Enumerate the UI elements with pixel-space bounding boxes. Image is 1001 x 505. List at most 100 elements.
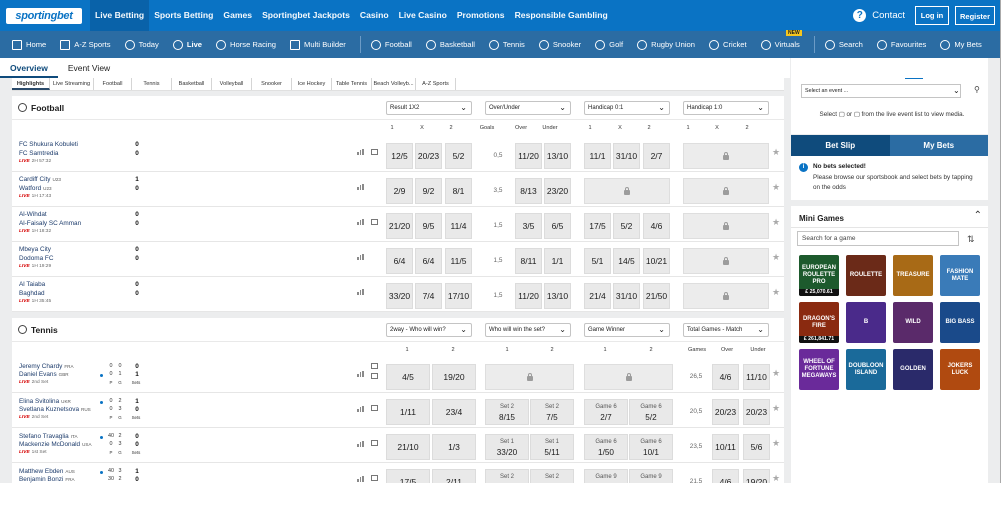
away-team[interactable]: Al-Faisaly SC Amman bbox=[19, 220, 83, 227]
pin-icon[interactable]: ⚲ bbox=[974, 85, 980, 94]
odd-button[interactable]: 4/6 bbox=[643, 213, 670, 239]
odd-button[interactable]: 21/10 bbox=[386, 434, 430, 460]
stats-icon[interactable] bbox=[357, 476, 365, 482]
odd-button[interactable]: 3/5 bbox=[515, 213, 542, 239]
tv-icon[interactable] bbox=[371, 475, 378, 481]
odd-button[interactable]: 6/5 bbox=[544, 213, 571, 239]
sport-tab[interactable]: Tennis bbox=[132, 78, 172, 90]
odd-button[interactable]: Game 6 5/2 bbox=[629, 399, 673, 425]
sport-tab[interactable]: Volleyball bbox=[212, 78, 252, 90]
game-tile[interactable]: GOLDEN bbox=[893, 349, 933, 390]
home-player[interactable]: Elina Svitolina UKR bbox=[19, 398, 71, 405]
main-nav-item[interactable]: Sportingbet Jackpots bbox=[262, 10, 350, 20]
subnav-item[interactable]: Rugby Union bbox=[637, 39, 695, 50]
sport-tab[interactable]: Basketball bbox=[172, 78, 212, 90]
odd-button[interactable]: Game 6 2/7 bbox=[584, 399, 628, 425]
odd-button[interactable]: 4/6 bbox=[712, 469, 739, 483]
game-tile[interactable]: DOUBLOON ISLAND bbox=[846, 349, 886, 390]
away-player[interactable]: Daniel Evans GBR bbox=[19, 371, 69, 378]
tv-icon[interactable] bbox=[371, 219, 378, 225]
game-tile[interactable]: DRAGON'S FIRE £ 261,841.71 bbox=[799, 302, 839, 343]
match-row[interactable]: Stefano Travaglia ITA Mackenzie McDonald US… bbox=[12, 428, 784, 463]
odd-button[interactable]: 2/7 bbox=[643, 143, 670, 169]
match-row[interactable]: Cardiff City U23 Watford U23 LIVE 1H 17:43 1 0 2… bbox=[12, 172, 784, 207]
subnav-item[interactable]: Golf bbox=[595, 39, 623, 50]
subnav-item[interactable]: Tennis bbox=[488, 39, 525, 50]
home-player[interactable]: Jeremy Chardy FRA bbox=[19, 363, 74, 370]
stats-icon[interactable] bbox=[357, 441, 365, 447]
tv-icon[interactable] bbox=[371, 440, 378, 446]
subnav-item[interactable]: Virtuals bbox=[760, 39, 800, 50]
match-row[interactable]: Jeremy Chardy FRA Daniel Evans GBR LIVE 2nd S… bbox=[12, 358, 784, 393]
game-tile[interactable]: ROULETTE bbox=[846, 255, 886, 296]
game-tile[interactable]: BIG BASS bbox=[940, 302, 980, 343]
subnav-item[interactable]: Football bbox=[370, 39, 412, 50]
main-nav-item[interactable]: Casino bbox=[359, 10, 389, 20]
home-team[interactable]: Al Taiaba bbox=[19, 281, 47, 288]
favourite-star-icon[interactable]: ★ bbox=[772, 182, 781, 192]
favourite-star-icon[interactable]: ★ bbox=[772, 287, 781, 297]
game-tile[interactable]: WILD bbox=[893, 302, 933, 343]
stats-icon[interactable] bbox=[357, 406, 365, 412]
odd-button[interactable]: 2/11 bbox=[432, 469, 476, 483]
subnav-item[interactable]: Basketball bbox=[425, 39, 475, 50]
odd-button[interactable]: 12/5 bbox=[386, 143, 413, 169]
tab-overview[interactable]: Overview bbox=[0, 58, 58, 78]
away-team[interactable]: Watford U23 bbox=[19, 185, 52, 192]
away-player[interactable]: Benjamin Bonzi FRA bbox=[19, 476, 75, 483]
odd-button[interactable]: 11/1 bbox=[584, 143, 611, 169]
odd-button[interactable]: 19/20 bbox=[743, 469, 770, 483]
away-team[interactable]: FC Samtredia bbox=[19, 150, 60, 157]
odd-button[interactable]: 8/11 bbox=[515, 248, 542, 274]
home-player[interactable]: Stefano Travaglia ITA bbox=[19, 433, 78, 440]
main-nav-item[interactable]: Sports Betting bbox=[154, 10, 214, 20]
odd-button[interactable]: 19/20 bbox=[432, 364, 476, 390]
favourite-star-icon[interactable]: ★ bbox=[772, 368, 781, 378]
tab-my-bets[interactable]: My Bets bbox=[889, 135, 988, 156]
home-team[interactable]: Cardiff City U23 bbox=[19, 176, 61, 183]
market-dropdown[interactable]: Result 1X2 ⌄ bbox=[386, 101, 472, 115]
odd-button[interactable]: Set 2 bbox=[530, 469, 574, 483]
market-dropdown[interactable]: Over/Under ⌄ bbox=[485, 101, 571, 115]
match-row[interactable]: FC Shukura Kobuleti FC Samtredia LIVE 2H 57… bbox=[12, 137, 784, 172]
favourite-star-icon[interactable]: ★ bbox=[772, 217, 781, 227]
odd-button[interactable]: 17/5 bbox=[584, 213, 611, 239]
odd-button[interactable]: 6/4 bbox=[386, 248, 413, 274]
odd-button[interactable]: Game 9 bbox=[629, 469, 673, 483]
odd-button[interactable]: 1/1 bbox=[544, 248, 571, 274]
subnav-item[interactable]: Horse Racing bbox=[216, 39, 276, 50]
odd-button[interactable]: 13/10 bbox=[544, 143, 571, 169]
away-player[interactable]: Svetlana Kuznetsova RUS bbox=[19, 406, 91, 413]
odd-button[interactable]: 20/23 bbox=[415, 143, 442, 169]
subnav-item[interactable]: Cricket bbox=[709, 39, 747, 50]
odd-button[interactable]: Game 9 bbox=[584, 469, 628, 483]
contact-link[interactable]: Contact bbox=[872, 10, 905, 21]
odd-button[interactable]: 13/10 bbox=[544, 283, 571, 309]
register-button[interactable]: Register bbox=[955, 6, 995, 25]
odd-button[interactable]: Game 6 1/50 bbox=[584, 434, 628, 460]
odd-button[interactable]: 31/10 bbox=[613, 283, 640, 309]
odd-button[interactable]: 33/20 bbox=[386, 283, 413, 309]
odd-button[interactable]: 11/20 bbox=[515, 283, 542, 309]
game-tile[interactable]: WHEEL OF FORTUNE MEGAWAYS bbox=[799, 349, 839, 390]
favourite-star-icon[interactable]: ★ bbox=[772, 147, 781, 157]
game-tile[interactable]: FASHION MATE bbox=[940, 255, 980, 296]
tab-bet-slip[interactable]: Bet Slip bbox=[791, 135, 890, 156]
odd-button[interactable]: 1/11 bbox=[386, 399, 430, 425]
tv-icon[interactable] bbox=[371, 405, 378, 411]
sport-tab[interactable]: Ice Hockey bbox=[292, 78, 332, 90]
tv-icon[interactable] bbox=[371, 363, 378, 369]
sport-tab[interactable]: Highlights bbox=[12, 78, 50, 90]
tab-event-view[interactable]: Event View bbox=[67, 63, 111, 73]
tv-icon[interactable] bbox=[371, 149, 378, 155]
subnav-item[interactable]: Live bbox=[172, 39, 202, 50]
odd-button[interactable]: 11/20 bbox=[515, 143, 542, 169]
game-tile[interactable]: TREASURE bbox=[893, 255, 933, 296]
odd-button[interactable]: 9/2 bbox=[415, 178, 442, 204]
sport-tab[interactable]: Snooker bbox=[252, 78, 292, 90]
odd-button[interactable]: 17/10 bbox=[445, 283, 472, 309]
login-button[interactable]: Log in bbox=[915, 6, 949, 25]
match-row[interactable]: Mbeya City Dodoma FC LIVE 1H 19:29 0 0 6/4 6/4 1… bbox=[12, 242, 784, 277]
home-team[interactable]: Mbeya City bbox=[19, 246, 53, 253]
